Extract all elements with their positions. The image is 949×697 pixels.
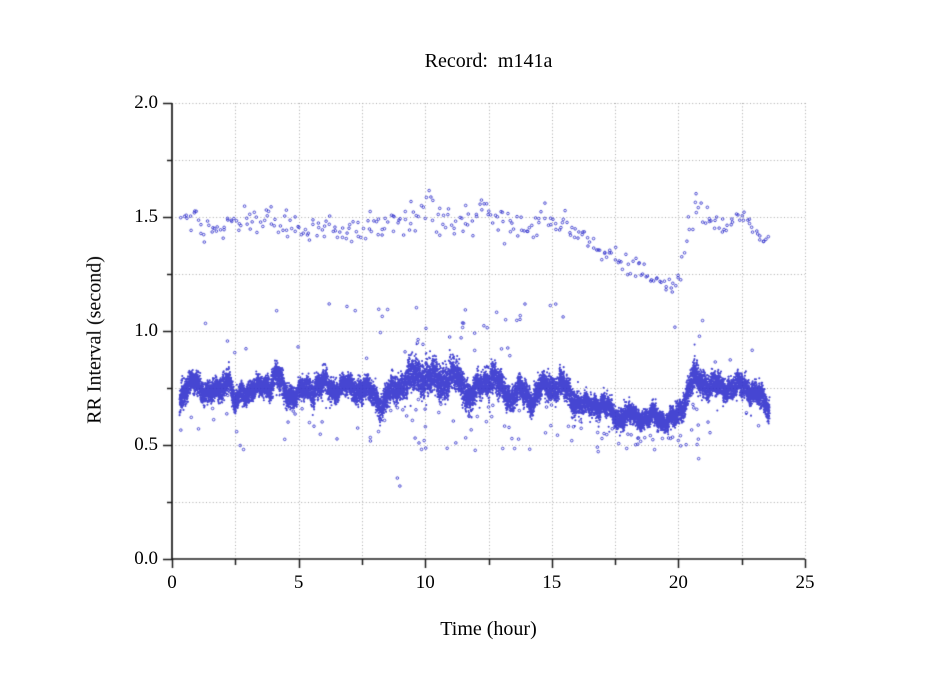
chart-title: Record: m141a (424, 50, 553, 72)
y-axis-title: RR Interval (second) (83, 256, 106, 424)
x-axis-title: Time (hour) (440, 618, 537, 640)
